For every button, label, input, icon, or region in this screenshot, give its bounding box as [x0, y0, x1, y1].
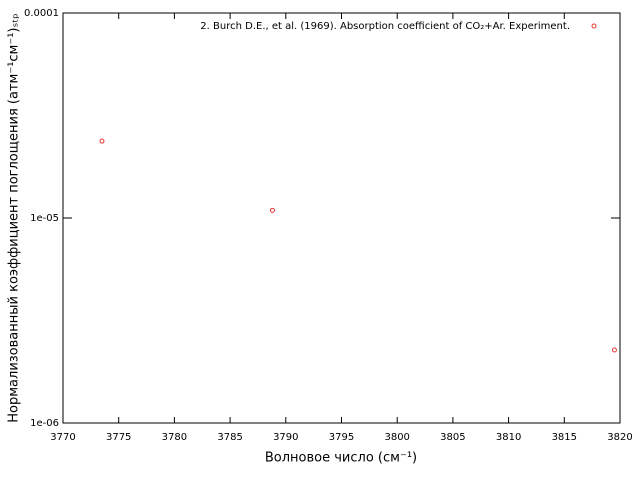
plot-border [62, 12, 621, 424]
x-tick-label: 3810 [496, 432, 521, 443]
x-tick-label: 3805 [440, 432, 465, 443]
legend-marker [591, 23, 597, 29]
legend-label: 2. Burch D.E., et al. (1969). Absorption… [200, 21, 570, 32]
x-tick-label: 3785 [217, 432, 242, 443]
y-tick-label: 0.0001 [24, 8, 59, 19]
x-tick-label: 3775 [106, 432, 131, 443]
x-tick-label: 3770 [50, 432, 75, 443]
y-tick-label: 1e-05 [30, 213, 59, 224]
y-tick-label: 1e-06 [30, 418, 59, 429]
x-tick-label: 3800 [384, 432, 409, 443]
x-tick-label: 3820 [607, 432, 632, 443]
point [269, 207, 275, 213]
point [99, 138, 105, 144]
x-tick-label: 3780 [162, 432, 187, 443]
x-tick-label: 3790 [273, 432, 298, 443]
point [611, 347, 617, 353]
x-tick-label: 3795 [329, 432, 354, 443]
x-axis-label: Волновое число (см⁻¹) [265, 451, 417, 466]
y-axis-label: Нормализованный коэффициент поглощения (… [7, 13, 22, 423]
x-tick-label: 3815 [552, 432, 577, 443]
